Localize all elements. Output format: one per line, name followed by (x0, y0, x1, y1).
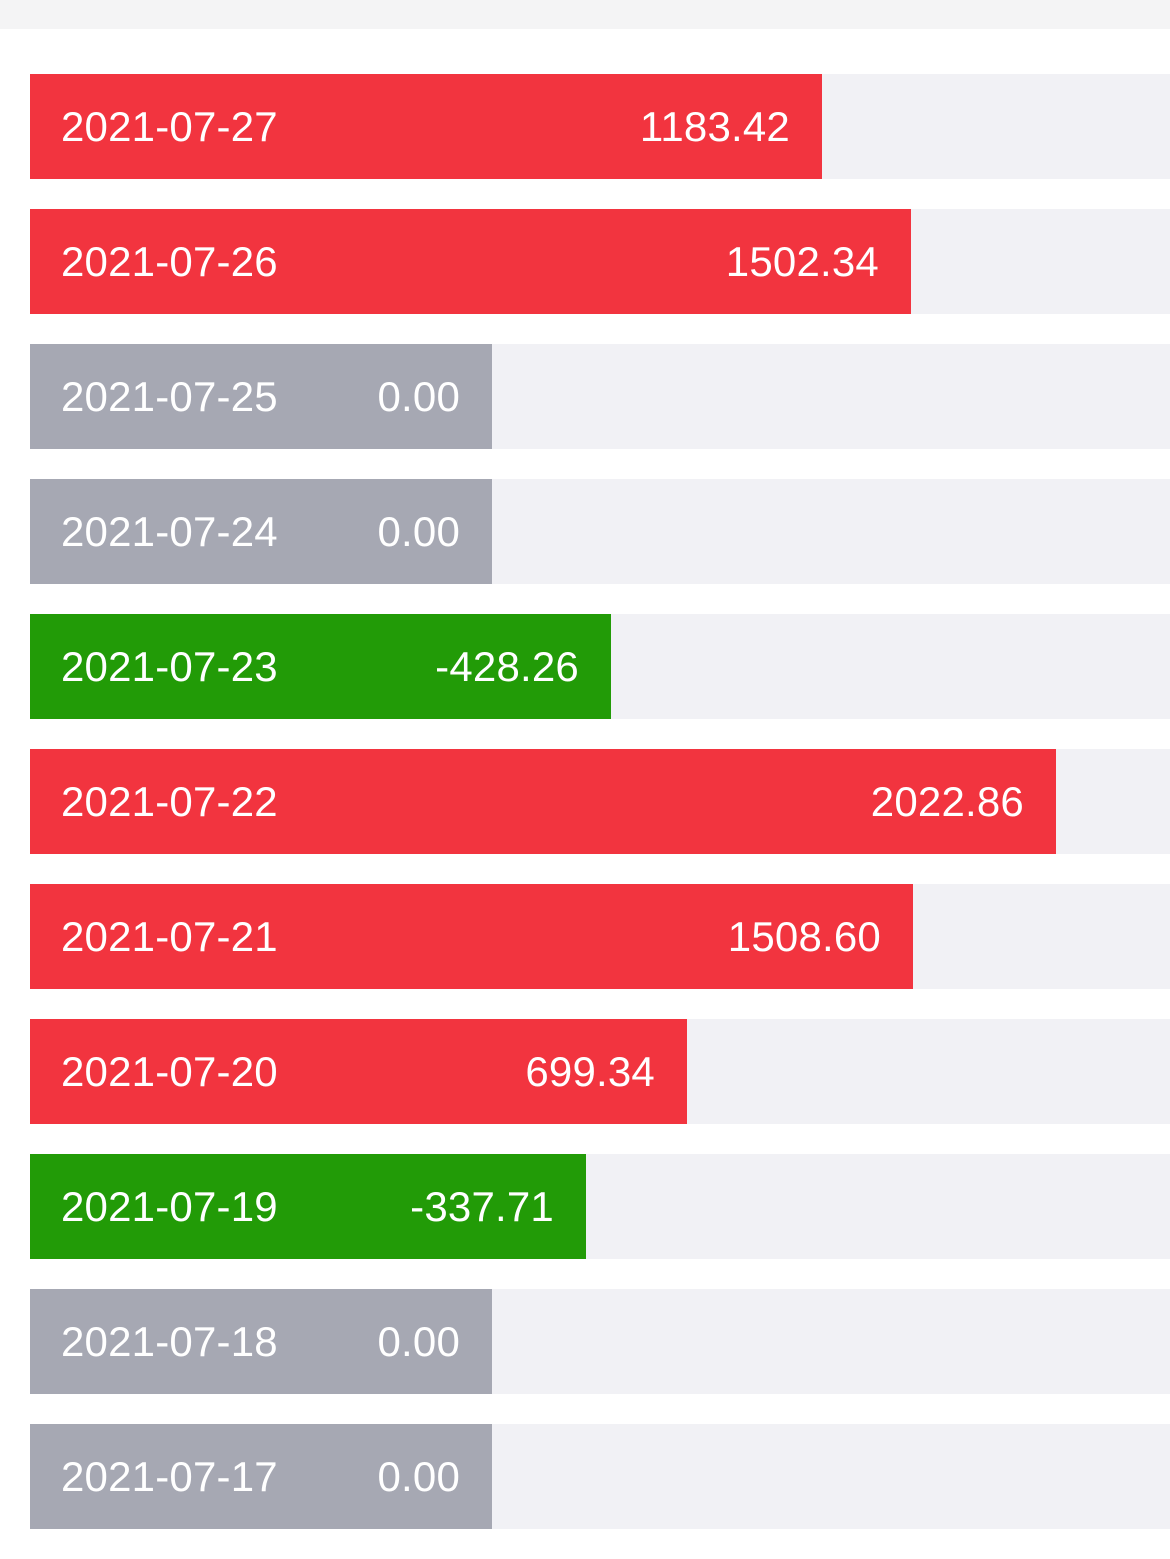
value-bar: 2021-07-27 1183.42 (30, 74, 822, 179)
row-date: 2021-07-24 (61, 507, 278, 555)
row-date: 2021-07-23 (61, 642, 278, 690)
row-value: 0.00 (377, 1452, 460, 1500)
value-bar: 2021-07-23 -428.26 (30, 614, 611, 719)
row-value: 1183.42 (639, 102, 790, 150)
value-bar: 2021-07-24 0.00 (30, 479, 492, 584)
value-bar: 2021-07-21 1508.60 (30, 884, 913, 989)
list-item[interactable]: 2021-07-19 -337.71 (30, 1154, 1170, 1259)
row-value: 0.00 (377, 507, 460, 555)
row-date: 2021-07-25 (61, 372, 278, 420)
list-item[interactable]: 2021-07-26 1502.34 (30, 209, 1170, 314)
row-value: 0.00 (377, 1317, 460, 1365)
value-bar: 2021-07-26 1502.34 (30, 209, 911, 314)
row-value: 0.00 (377, 372, 460, 420)
row-date: 2021-07-27 (61, 102, 278, 150)
list-item[interactable]: 2021-07-21 1508.60 (30, 884, 1170, 989)
row-value: 1502.34 (725, 237, 879, 285)
value-bar: 2021-07-25 0.00 (30, 344, 492, 449)
row-value: 699.34 (525, 1047, 655, 1095)
value-bar: 2021-07-18 0.00 (30, 1289, 492, 1394)
row-date: 2021-07-22 (61, 777, 278, 825)
row-value: 1508.60 (727, 912, 881, 960)
list-item[interactable]: 2021-07-20 699.34 (30, 1019, 1170, 1124)
list-item[interactable]: 2021-07-27 1183.42 (30, 74, 1170, 179)
row-date: 2021-07-17 (61, 1452, 278, 1500)
row-date: 2021-07-26 (61, 237, 278, 285)
value-bar: 2021-07-19 -337.71 (30, 1154, 586, 1259)
list-item[interactable]: 2021-07-24 0.00 (30, 479, 1170, 584)
row-date: 2021-07-18 (61, 1317, 278, 1365)
list-item[interactable]: 2021-07-17 0.00 (30, 1424, 1170, 1529)
daily-pnl-list: 2021-07-27 1183.42 2021-07-26 1502.34 20… (30, 74, 1170, 1559)
row-date: 2021-07-21 (61, 912, 278, 960)
list-item[interactable]: 2021-07-22 2022.86 (30, 749, 1170, 854)
row-value: -337.71 (410, 1182, 554, 1230)
list-item[interactable]: 2021-07-18 0.00 (30, 1289, 1170, 1394)
row-date: 2021-07-19 (61, 1182, 278, 1230)
value-bar: 2021-07-20 699.34 (30, 1019, 687, 1124)
value-bar: 2021-07-17 0.00 (30, 1424, 492, 1529)
row-date: 2021-07-20 (61, 1047, 278, 1095)
value-bar: 2021-07-22 2022.86 (30, 749, 1056, 854)
row-value: -428.26 (435, 642, 579, 690)
row-value: 2022.86 (870, 777, 1024, 825)
list-item[interactable]: 2021-07-23 -428.26 (30, 614, 1170, 719)
top-bar (0, 0, 1170, 29)
list-item[interactable]: 2021-07-25 0.00 (30, 344, 1170, 449)
